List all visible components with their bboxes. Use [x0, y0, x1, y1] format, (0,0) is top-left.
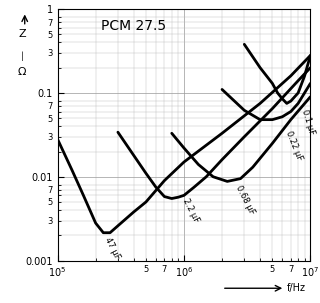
Text: Z: Z: [18, 29, 26, 39]
Text: 0.68 μF: 0.68 μF: [234, 184, 257, 216]
Text: 0.1 μF: 0.1 μF: [300, 108, 316, 136]
Text: 2.2 μF: 2.2 μF: [181, 197, 201, 224]
Text: 0.22 μF: 0.22 μF: [284, 130, 304, 162]
Text: │: │: [20, 52, 25, 61]
Text: Ω: Ω: [18, 67, 27, 77]
Text: 47 μF: 47 μF: [103, 236, 122, 261]
Text: PCM 27.5: PCM 27.5: [101, 19, 166, 33]
Text: f/Hz: f/Hz: [286, 283, 305, 293]
